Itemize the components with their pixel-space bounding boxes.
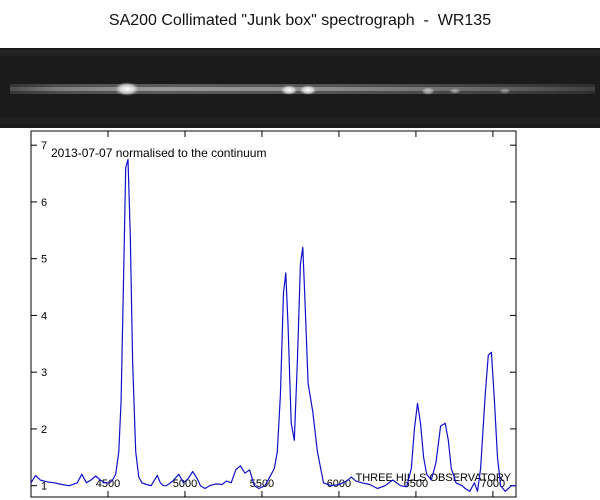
spectrum-strip-image	[0, 48, 600, 128]
chart-title: SA200 Collimated "Junk box" spectrograph…	[108, 12, 492, 29]
x-tick-label: 6500	[404, 478, 428, 490]
y-tick-label: 2	[41, 424, 47, 436]
y-tick-label: 1	[41, 481, 47, 493]
y-tick-label: 4	[41, 310, 47, 322]
x-tick-label: 7000	[481, 478, 505, 490]
x-tick-label: 5000	[173, 478, 197, 490]
y-tick-label: 3	[41, 367, 47, 379]
plot-frame	[30, 130, 517, 498]
y-tick-label: 7	[41, 140, 47, 152]
chart-subtitle: 2013-07-07 normalised to the continuum	[51, 146, 266, 160]
spectrum-chart: 2013-07-07 normalised to the continuum T…	[30, 130, 517, 498]
y-tick-label: 6	[41, 197, 47, 209]
x-axis-ticks: 4500 5000 5500 6000 6500 7000	[96, 131, 505, 497]
series-line	[30, 158, 516, 492]
y-tick-label: 5	[41, 254, 47, 266]
